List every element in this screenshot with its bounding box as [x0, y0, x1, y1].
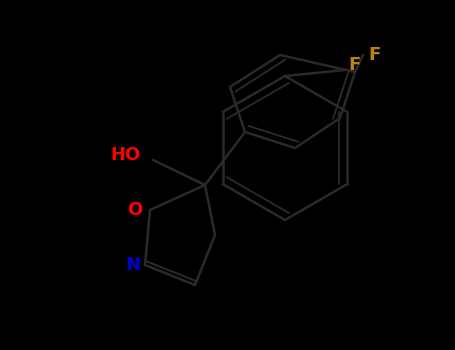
- Text: O: O: [127, 201, 142, 219]
- Text: HO: HO: [110, 146, 140, 164]
- Text: F: F: [349, 56, 361, 74]
- Text: F: F: [369, 46, 381, 64]
- Text: N: N: [126, 256, 141, 274]
